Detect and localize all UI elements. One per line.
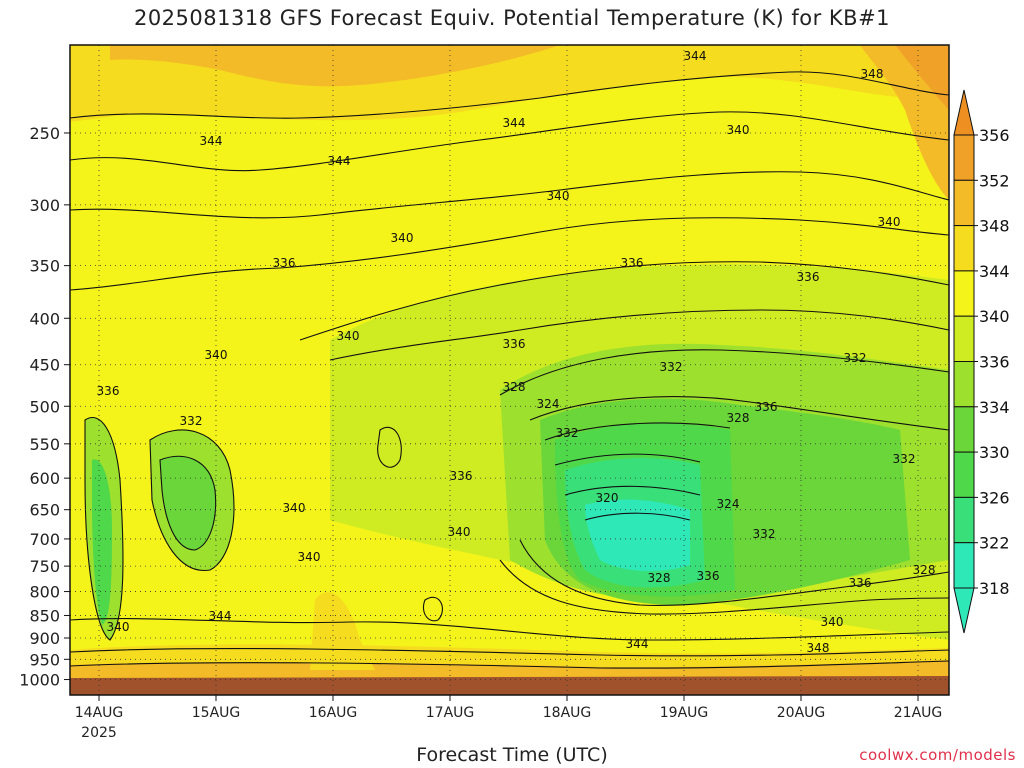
- contour-label: 328: [913, 563, 936, 577]
- contour-label: 344: [503, 116, 526, 130]
- colorbar-segment: [953, 134, 975, 181]
- contour-label: 332: [844, 351, 867, 365]
- contour-label: 336: [697, 569, 720, 583]
- colorbar-label: 322: [979, 534, 1010, 553]
- x-tick-label: 18AUG: [543, 705, 592, 721]
- x-axis-label: Forecast Time (UTC): [416, 744, 608, 766]
- y-tick-label: 350: [29, 257, 60, 276]
- contour-label: 340: [337, 329, 360, 343]
- colorbar-max-arrow: [953, 89, 975, 136]
- contour-label: 324: [537, 397, 560, 411]
- y-tick-label: 900: [29, 629, 60, 648]
- y-tick-label: 600: [29, 469, 60, 488]
- contour-label: 340: [298, 550, 321, 564]
- x-tick-label: 21AUG: [894, 705, 943, 721]
- contour-label: 340: [547, 189, 570, 203]
- contour-label: 332: [180, 414, 203, 428]
- contour-label: 332: [753, 527, 776, 541]
- contour-label: 340: [878, 215, 901, 229]
- contour-label: 344: [684, 49, 707, 63]
- contour-label: 336: [797, 270, 820, 284]
- contour-label: 336: [849, 576, 872, 590]
- contour-label: 344: [209, 609, 232, 623]
- y-tick-label: 300: [29, 196, 60, 215]
- contour-label: 328: [648, 571, 671, 585]
- colorbar-label: 336: [979, 353, 1010, 372]
- x-tick-label: 20AUG: [777, 705, 826, 721]
- contour-label: 320: [596, 491, 619, 505]
- y-tick-label: 750: [29, 557, 60, 576]
- y-tick-label: 950: [29, 650, 60, 669]
- contour-label: 340: [205, 348, 228, 362]
- contour-label: 340: [821, 615, 844, 629]
- plot-frame: [69, 44, 950, 696]
- colorbar-segment: [953, 451, 975, 498]
- contour-label: 336: [755, 400, 778, 414]
- contour-label: 332: [893, 452, 916, 466]
- colorbar-label: 344: [979, 262, 1010, 281]
- colorbar-segment: [953, 542, 975, 589]
- x-tick-label: 14AUG: [75, 705, 124, 721]
- contour-label: 336: [621, 256, 644, 270]
- y-tick-label: 700: [29, 530, 60, 549]
- contour-label: 328: [727, 411, 750, 425]
- colorbar-label: 348: [979, 217, 1010, 236]
- x-tick-label: 16AUG: [309, 705, 358, 721]
- contour-label: 336: [503, 337, 526, 351]
- y-tick-label: 550: [29, 435, 60, 454]
- contour-label: 336: [450, 469, 473, 483]
- colorbar-label: 352: [979, 171, 1010, 190]
- contour-label: 344: [626, 637, 649, 651]
- colorbar-label: 330: [979, 443, 1010, 462]
- contour-label: 336: [97, 384, 120, 398]
- contour-label: 344: [328, 154, 351, 168]
- y-tick-label: 800: [29, 583, 60, 602]
- contour-label: 328: [503, 380, 526, 394]
- contour-label: 348: [807, 641, 830, 655]
- colorbar-label: 356: [979, 126, 1010, 145]
- colorbar-segment: [953, 225, 975, 272]
- y-tick-label: 500: [29, 397, 60, 416]
- contour-label: 340: [448, 525, 471, 539]
- y-tick-label: 1000: [19, 671, 60, 690]
- y-tick-label: 850: [29, 606, 60, 625]
- colorbar: 356 352 348 344 340 336 334 330 326 322 318: [953, 89, 1010, 634]
- contour-label: 340: [107, 620, 130, 634]
- colorbar-segment: [953, 406, 975, 453]
- x-year-label: 2025: [81, 725, 117, 741]
- x-tick-label: 19AUG: [660, 705, 709, 721]
- contour-label: 340: [283, 501, 306, 515]
- contour-label: 324: [717, 497, 740, 511]
- y-tick-label: 400: [29, 309, 60, 328]
- y-tick-label: 450: [29, 356, 60, 375]
- y-tick-label: 650: [29, 501, 60, 520]
- colorbar-min-arrow: [953, 587, 975, 634]
- contour-label: 348: [861, 67, 884, 81]
- contour-label: 340: [391, 231, 414, 245]
- chart-title: 2025081318 GFS Forecast Equiv. Potential…: [133, 6, 891, 30]
- colorbar-segment: [953, 179, 975, 227]
- colorbar-segment: [953, 496, 975, 544]
- y-tick-label: 250: [29, 124, 60, 143]
- contour-label: 332: [660, 360, 683, 374]
- credit-link[interactable]: coolwx.com/models: [859, 746, 1016, 764]
- contour-label: 336: [273, 256, 296, 270]
- colorbar-label: 326: [979, 488, 1010, 507]
- x-tick-label: 15AUG: [192, 705, 241, 721]
- contour-label: 332: [556, 426, 579, 440]
- contour-label: 344: [200, 134, 223, 148]
- colorbar-label: 340: [979, 307, 1010, 326]
- colorbar-segment: [953, 361, 975, 408]
- contour-label: 340: [727, 123, 750, 137]
- colorbar-label: 334: [979, 398, 1010, 417]
- colorbar-label: 318: [979, 579, 1010, 598]
- colorbar-segment: [953, 270, 975, 317]
- x-tick-label: 17AUG: [426, 705, 475, 721]
- colorbar-segment: [953, 315, 975, 363]
